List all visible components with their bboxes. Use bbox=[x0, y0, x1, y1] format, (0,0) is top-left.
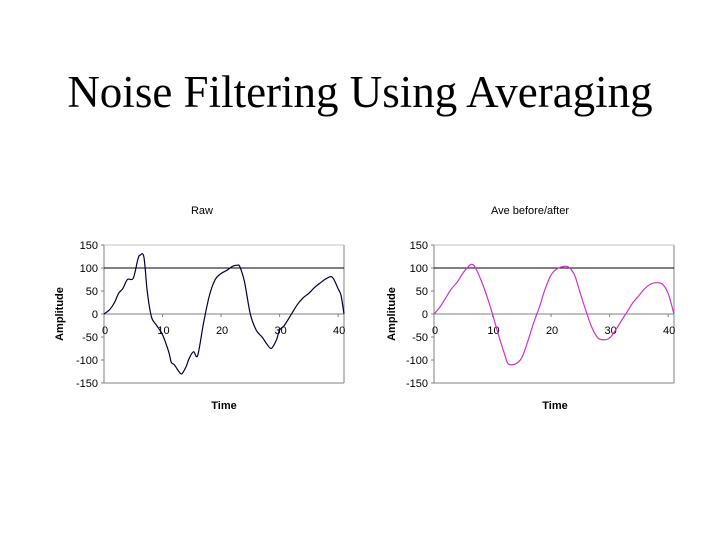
chart2-y-tick-label: -100 bbox=[406, 355, 428, 367]
chart1-y-tick-label: 150 bbox=[80, 240, 98, 252]
chart1-x-tick-label: 20 bbox=[216, 325, 228, 337]
chart2-y-tick-label: 50 bbox=[416, 286, 428, 298]
chart2-y-tick-label: -50 bbox=[412, 332, 428, 344]
chart1-x-tick-label: 10 bbox=[157, 325, 169, 337]
slide-title: Noise Filtering Using Averaging bbox=[67, 67, 653, 117]
chart2-series-line-1 bbox=[433, 263, 675, 366]
chart2-title: Ave before/after bbox=[491, 205, 569, 217]
chart1-y-tick-label: 100 bbox=[80, 263, 98, 275]
chart1-x-tick-label: 30 bbox=[274, 325, 286, 337]
chart2-y-axis-label: Amplitude bbox=[386, 287, 398, 341]
chart2-y-tick-label: 0 bbox=[422, 309, 428, 321]
chart1-y-tick-label: 50 bbox=[86, 286, 98, 298]
chart1-x-tick-label: 0 bbox=[102, 325, 108, 337]
chart1-series-line-1 bbox=[103, 253, 345, 375]
chart1-y-tick-label: -100 bbox=[76, 355, 98, 367]
chart1-title: Raw bbox=[191, 205, 213, 217]
chart1-x-axis-label: Time bbox=[211, 400, 236, 412]
chart2-y-tick-label: 150 bbox=[410, 240, 428, 252]
chart2-x-tick-label: 30 bbox=[604, 325, 616, 337]
chart1-x-tick-label: 40 bbox=[333, 325, 345, 337]
chart2-y-tick-label: -150 bbox=[406, 378, 428, 390]
chart1-y-tick-label: -150 bbox=[76, 378, 98, 390]
chart2-x-tick-label: 0 bbox=[432, 325, 438, 337]
chart1-y-tick-label: 0 bbox=[92, 309, 98, 321]
chart2-x-tick-label: 40 bbox=[663, 325, 675, 337]
chart2-x-tick-label: 20 bbox=[546, 325, 558, 337]
chart2-y-tick-label: 100 bbox=[410, 263, 428, 275]
chart1-y-tick-label: -50 bbox=[82, 332, 98, 344]
chart2-x-axis-label: Time bbox=[542, 400, 567, 412]
chart1-y-axis-label: Amplitude bbox=[54, 287, 66, 341]
